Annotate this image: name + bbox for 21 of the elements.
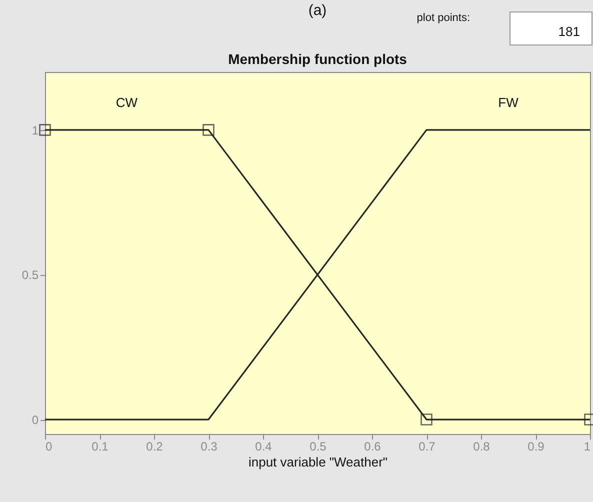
- y-tick-label: 0: [32, 413, 39, 428]
- x-tick-label: 0.3: [200, 440, 218, 454]
- x-tick-label: 0.2: [146, 440, 164, 454]
- text: (a): [308, 2, 327, 19]
- y-tick-label: 0.5: [22, 268, 39, 282]
- x-tick-label: 0.4: [255, 440, 272, 454]
- x-tick-label: 0.6: [364, 440, 382, 454]
- series-label: CW: [116, 94, 138, 110]
- text: plot points:: [416, 12, 470, 24]
- x-tick-label: 0.8: [473, 440, 490, 454]
- x-tick-label: 0.5: [310, 440, 327, 454]
- x-tick-label: 0.1: [92, 440, 109, 454]
- chart-title: Membership function plots: [228, 51, 408, 67]
- y-tick-label: 1: [32, 123, 39, 138]
- x-tick-label: 1: [584, 440, 591, 454]
- x-tick-label: 0: [46, 440, 52, 454]
- text: 181: [558, 24, 580, 39]
- series-label: FW: [498, 94, 520, 110]
- x-tick-label: 0.7: [418, 440, 436, 454]
- x-axis-title: input variable "Weather": [248, 454, 388, 470]
- x-tick-label: 0.9: [528, 440, 545, 454]
